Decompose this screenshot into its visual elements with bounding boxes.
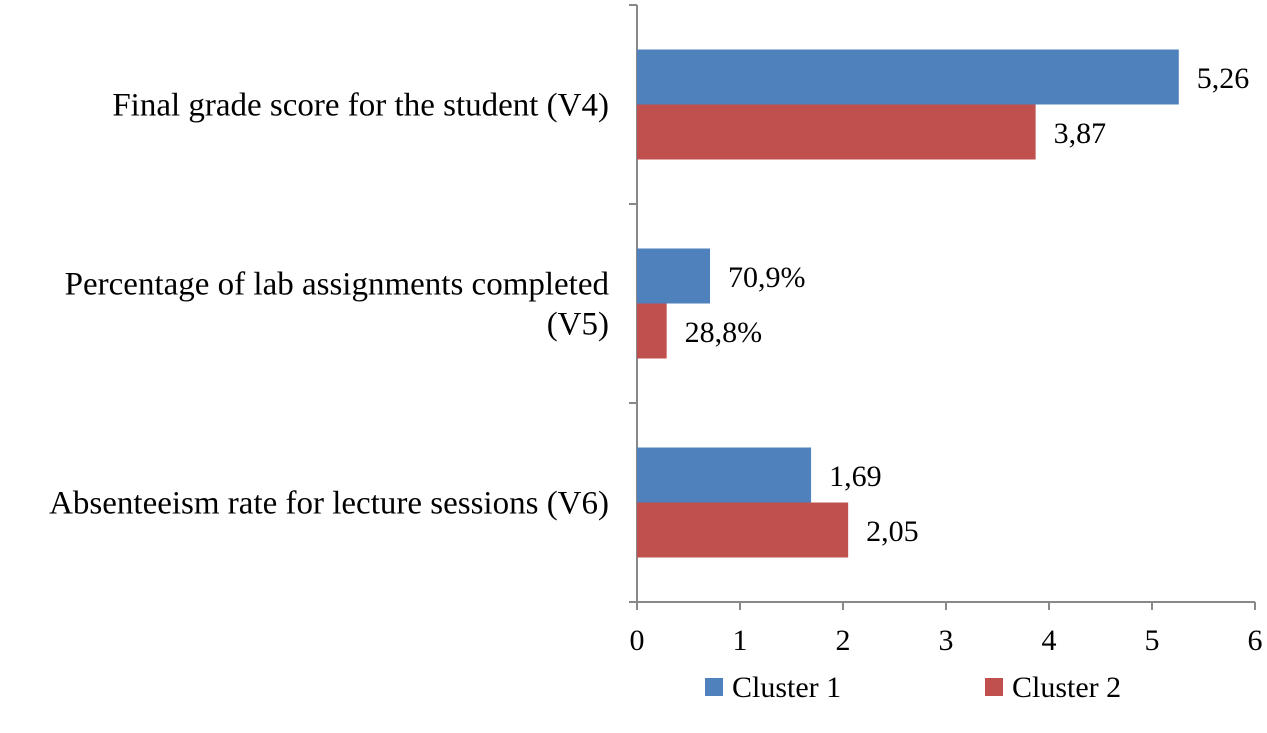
legend-label: Cluster 2 — [1012, 671, 1121, 704]
legend-label: Cluster 1 — [732, 671, 841, 704]
data-label: 5,26 — [1197, 62, 1250, 95]
bar-cluster-1 — [637, 49, 1179, 105]
legend-swatch-cluster-2 — [985, 678, 1003, 696]
bar-cluster-2 — [637, 303, 667, 359]
data-label: 1,69 — [829, 460, 882, 493]
category-label: Final grade score for the student (V4) — [112, 88, 609, 124]
category-label: Percentage of lab assignments completed — [65, 267, 610, 303]
data-label: 28,8% — [685, 316, 763, 349]
x-tick-label: 6 — [1248, 624, 1263, 657]
bar-cluster-2 — [637, 502, 849, 558]
data-label: 2,05 — [866, 515, 919, 548]
x-tick-label: 3 — [939, 624, 954, 657]
x-tick-label: 4 — [1042, 624, 1057, 657]
x-tick-label: 2 — [836, 624, 851, 657]
data-label: 3,87 — [1054, 117, 1107, 150]
x-tick-label: 0 — [630, 624, 645, 657]
category-label: Absenteeism rate for lecture sessions (V… — [49, 486, 609, 522]
bar-cluster-1 — [637, 447, 812, 503]
category-label: (V5) — [547, 307, 609, 343]
data-label: 70,9% — [728, 261, 806, 294]
x-tick-label: 5 — [1145, 624, 1160, 657]
legend-swatch-cluster-1 — [705, 678, 723, 696]
bar-cluster-2 — [637, 104, 1036, 160]
x-tick-label: 1 — [733, 624, 748, 657]
bar-cluster-1 — [637, 248, 711, 304]
